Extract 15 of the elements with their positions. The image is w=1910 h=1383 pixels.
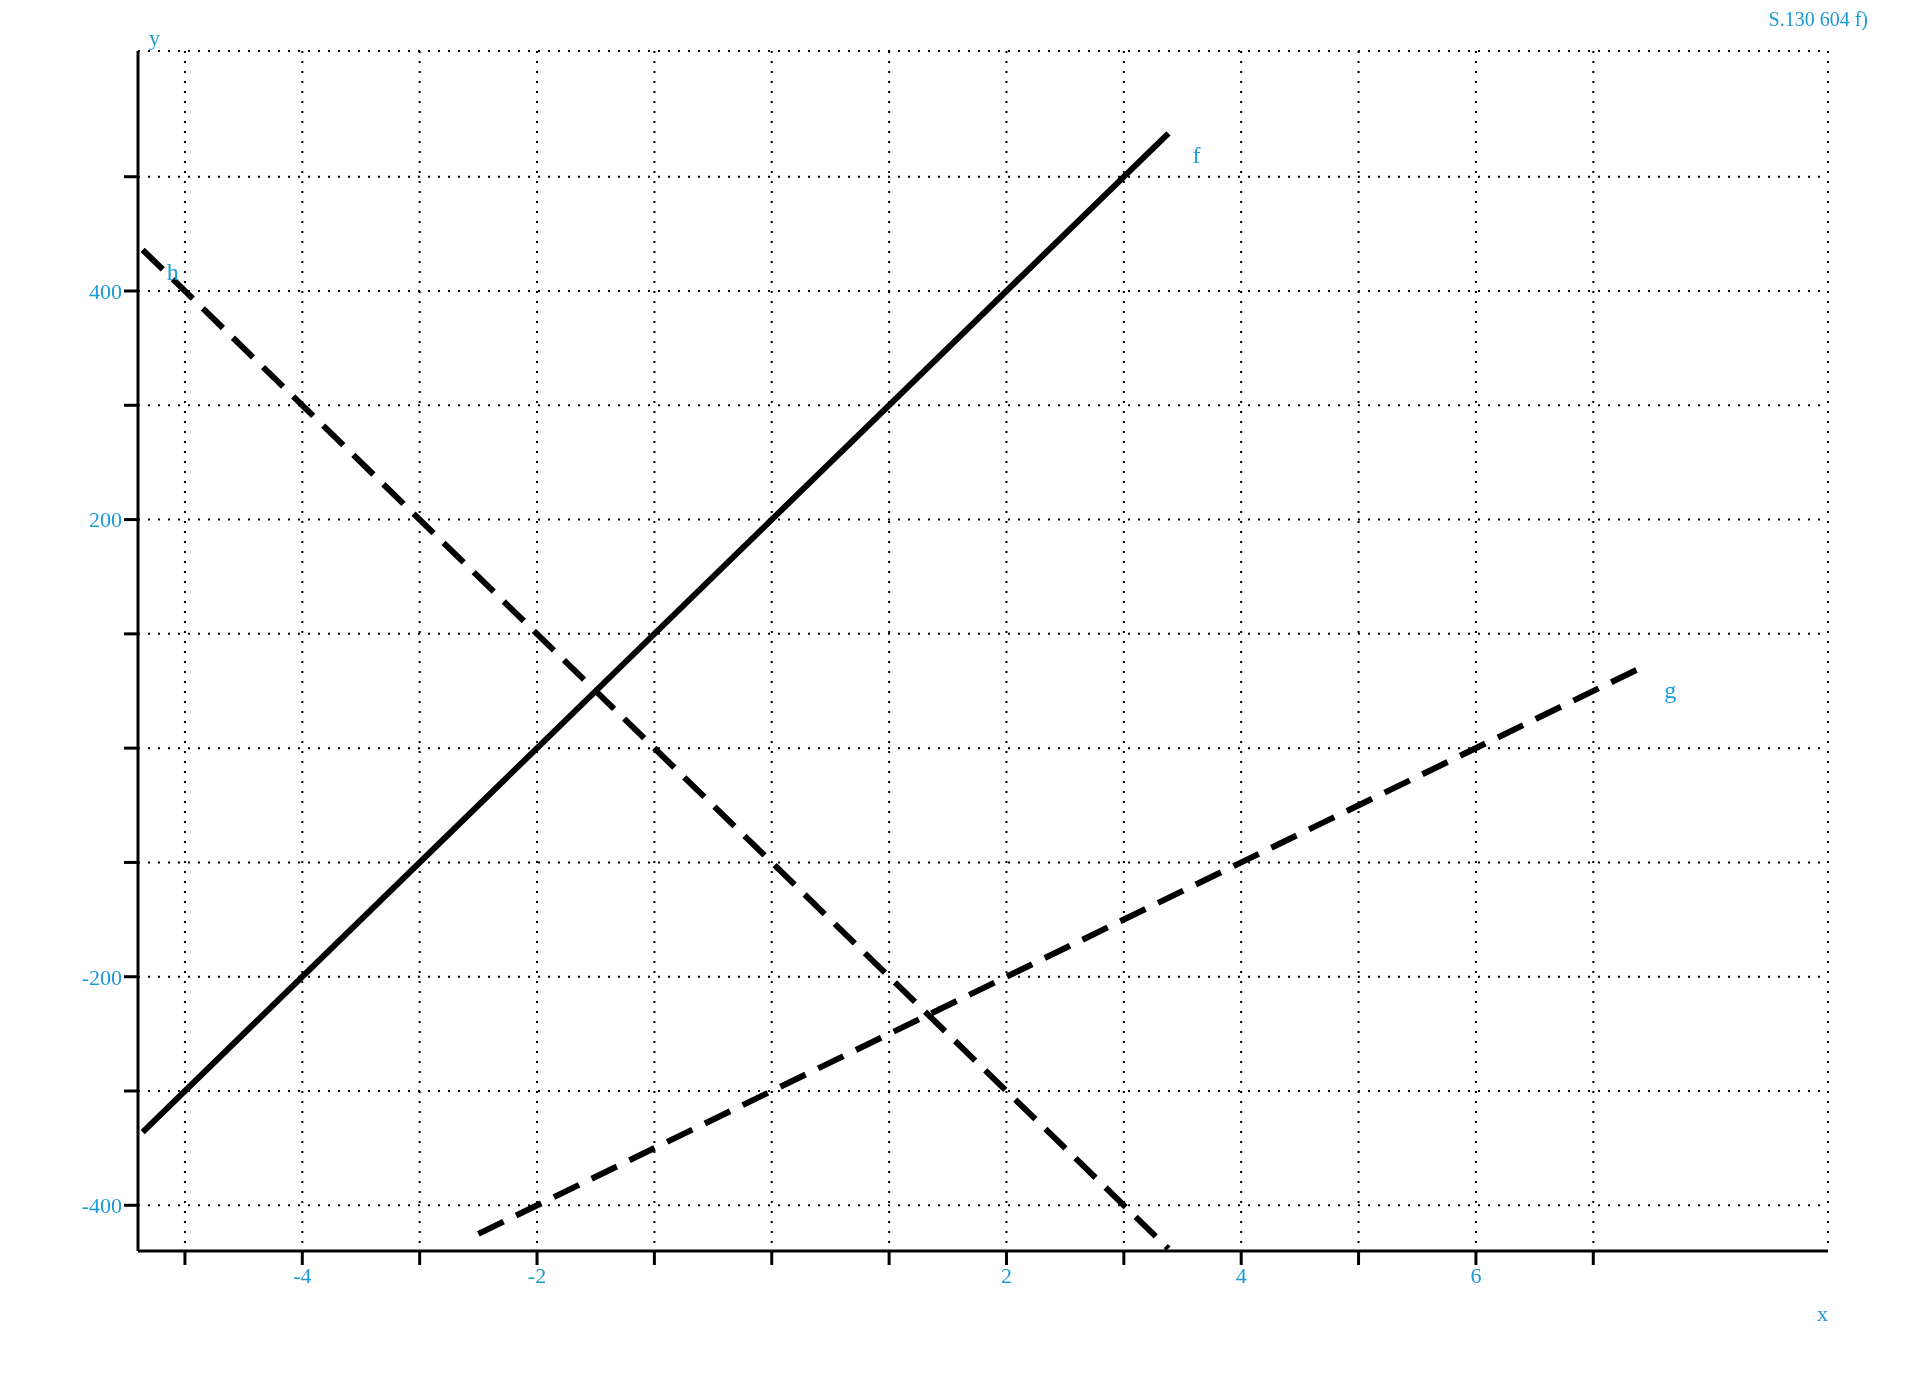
x-tick-label: 2 [1000,1262,1012,1288]
y-tick-label: -200 [81,964,122,990]
x-tick-label: -4 [293,1262,312,1288]
text: S.130 604 f) [1768,8,1868,30]
x-tick-label: 6 [1470,1262,1482,1288]
series-label: f [1192,142,1201,169]
y-axis-title: y [149,24,160,50]
series-label: h [166,258,179,285]
y-tick-label: 200 [89,507,122,533]
y-tick-label: -400 [81,1193,122,1219]
x-tick-label: 4 [1235,1262,1247,1288]
x-axis-title: x [1817,1301,1828,1326]
y-tick-label: 400 [89,278,122,304]
series-label: g [1664,677,1677,704]
x-tick-label: -2 [527,1262,547,1288]
